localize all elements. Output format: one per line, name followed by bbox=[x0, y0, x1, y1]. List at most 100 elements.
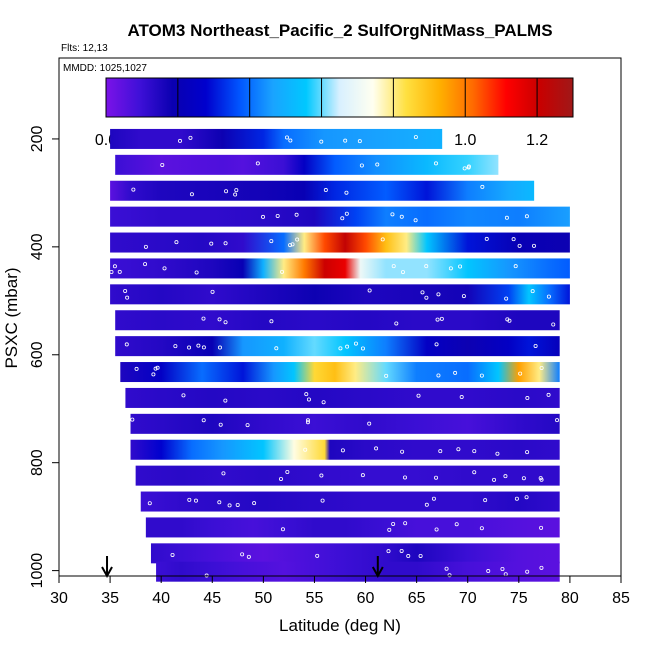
y-tick-label: 400 bbox=[29, 233, 46, 260]
y-tick-label: 200 bbox=[29, 125, 46, 152]
sample-point bbox=[151, 372, 156, 377]
sample-point bbox=[246, 554, 251, 559]
heatmap-row bbox=[110, 180, 535, 201]
sample-point bbox=[280, 269, 285, 274]
heatmap-row bbox=[130, 439, 560, 460]
sample-point bbox=[294, 212, 299, 217]
heatmap-row bbox=[115, 154, 499, 175]
sample-point bbox=[479, 526, 484, 531]
sample-point bbox=[513, 264, 518, 269]
sample-point bbox=[210, 289, 215, 294]
heatmap-row bbox=[110, 206, 570, 227]
sample-point bbox=[174, 240, 179, 245]
sample-point bbox=[288, 138, 293, 143]
sample-point bbox=[399, 548, 404, 553]
heatmap-row bbox=[110, 258, 570, 279]
sample-point bbox=[170, 552, 175, 557]
sample-point bbox=[386, 549, 391, 554]
sample-point bbox=[131, 187, 136, 192]
sample-point bbox=[360, 473, 365, 478]
chart-title: ATOM3 Northeast_Pacific_2 SulfOrgNitMass… bbox=[127, 21, 552, 40]
sample-point bbox=[196, 343, 201, 348]
sample-point bbox=[518, 371, 523, 376]
sample-point bbox=[124, 342, 129, 347]
x-tick-label: 85 bbox=[612, 590, 630, 607]
sample-point bbox=[305, 420, 310, 425]
sample-point bbox=[466, 164, 471, 169]
heatmap-row bbox=[110, 128, 443, 149]
sample-point bbox=[521, 476, 526, 481]
sample-point bbox=[495, 451, 500, 456]
sample-point bbox=[539, 525, 544, 530]
sample-point bbox=[483, 498, 488, 503]
flights-label: Flts: 12,13 bbox=[61, 43, 108, 54]
x-tick-label: 80 bbox=[561, 590, 579, 607]
x-tick-label: 70 bbox=[459, 590, 477, 607]
sample-point bbox=[530, 289, 535, 294]
sample-point bbox=[424, 502, 429, 507]
sample-point bbox=[255, 161, 260, 166]
sample-point bbox=[217, 317, 222, 322]
y-axis-label: PSXC (mbar) bbox=[2, 267, 21, 368]
sample-point bbox=[209, 241, 214, 246]
sample-point bbox=[217, 345, 222, 350]
sample-point bbox=[533, 343, 538, 348]
sample-point bbox=[125, 295, 130, 300]
sample-point bbox=[147, 501, 152, 506]
sample-point bbox=[285, 470, 290, 475]
sample-point bbox=[507, 318, 512, 323]
sample-point bbox=[290, 242, 295, 247]
sample-point bbox=[295, 237, 300, 242]
sample-point bbox=[109, 270, 114, 275]
heatmap-row bbox=[150, 543, 560, 564]
x-axis-label: Latitude (deg N) bbox=[279, 616, 401, 635]
sample-point bbox=[461, 294, 466, 299]
sample-point bbox=[275, 213, 280, 218]
sample-point bbox=[367, 421, 372, 426]
sample-point bbox=[462, 166, 467, 171]
sample-point bbox=[413, 218, 418, 223]
sample-point bbox=[390, 212, 395, 217]
sample-point bbox=[261, 214, 266, 219]
sample-point bbox=[517, 243, 522, 248]
sample-point bbox=[155, 365, 160, 370]
sample-point bbox=[431, 496, 436, 501]
sample-point bbox=[224, 189, 229, 194]
sample-point bbox=[539, 365, 544, 370]
sample-point bbox=[274, 346, 279, 351]
sample-point bbox=[503, 474, 508, 479]
sample-point bbox=[173, 344, 178, 349]
sample-point bbox=[221, 471, 226, 476]
sample-point bbox=[223, 398, 228, 403]
sample-point bbox=[484, 236, 489, 241]
sample-point bbox=[434, 342, 439, 347]
sample-point bbox=[472, 449, 477, 454]
date-label: MMDD: 1025,1027 bbox=[63, 63, 147, 74]
sample-point bbox=[201, 345, 206, 350]
sample-point bbox=[269, 319, 274, 324]
heatmap-row bbox=[115, 310, 560, 331]
sample-point bbox=[448, 266, 453, 271]
sample-point bbox=[420, 290, 425, 295]
sample-point bbox=[288, 243, 293, 248]
sample-point bbox=[112, 264, 117, 269]
sample-point bbox=[504, 215, 509, 220]
sample-point bbox=[413, 135, 418, 140]
sample-point bbox=[472, 470, 477, 475]
sample-point bbox=[480, 184, 485, 189]
sample-point bbox=[538, 476, 543, 481]
sample-point bbox=[424, 264, 429, 269]
sample-point bbox=[434, 475, 439, 480]
sample-point bbox=[187, 345, 192, 350]
sample-point bbox=[524, 495, 529, 500]
sample-point bbox=[201, 418, 206, 423]
sample-point bbox=[240, 552, 245, 557]
sample-point bbox=[285, 135, 290, 140]
sample-point bbox=[525, 450, 530, 455]
sample-point bbox=[374, 446, 379, 451]
plot-frame bbox=[58, 57, 622, 577]
sample-point bbox=[143, 262, 148, 267]
sample-point bbox=[479, 373, 484, 378]
sample-point bbox=[162, 266, 167, 271]
sample-point bbox=[418, 553, 423, 558]
